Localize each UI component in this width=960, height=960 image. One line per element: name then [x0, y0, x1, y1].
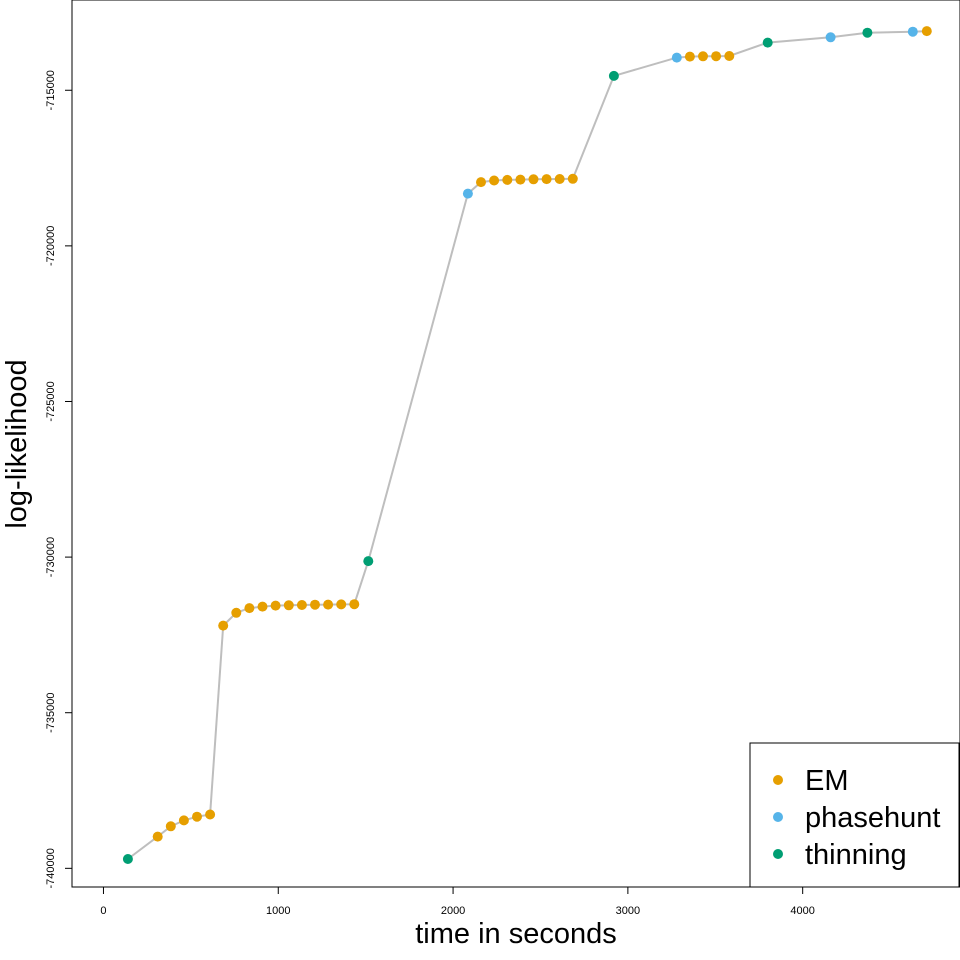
x-tick-label: 2000: [441, 905, 465, 917]
y-tick-label: -740000: [45, 848, 57, 888]
data-point-phasehunt: [825, 32, 836, 43]
x-axis-title: time in seconds: [415, 918, 617, 950]
data-point-em: [192, 811, 202, 822]
data-point-thinning: [122, 854, 133, 864]
y-tick-label: -715000: [45, 70, 57, 110]
data-point-phasehunt: [671, 52, 682, 63]
data-point-em: [502, 174, 513, 185]
data-point-em: [567, 173, 578, 184]
legend-items: EM phasehunt thinning: [773, 765, 940, 871]
data-point-em: [283, 600, 294, 611]
data-point-em: [336, 599, 347, 610]
y-tick-label: -735000: [45, 693, 57, 733]
x-axis: 0 1000 2000 3000 4000: [100, 886, 815, 917]
data-point-phasehunt: [462, 188, 473, 199]
data-point-thinning: [608, 70, 619, 81]
data-point-em: [205, 809, 216, 820]
data-point-em: [921, 26, 932, 37]
legend-marker-em: [773, 775, 783, 785]
legend-label-thinning: thinning: [805, 839, 907, 871]
data-point-em: [165, 821, 176, 832]
data-point-em: [349, 599, 360, 610]
data-point-em: [489, 175, 500, 186]
data-point-em: [476, 177, 486, 188]
data-point-em: [698, 51, 708, 62]
x-tick-label: 0: [100, 905, 106, 917]
data-point-em: [684, 51, 695, 62]
data-point-em: [541, 174, 552, 185]
y-axis-title: log-likelihood: [1, 359, 33, 528]
y-tick-label: -730000: [45, 537, 57, 577]
data-point-em: [152, 831, 163, 842]
y-tick-label: -725000: [45, 381, 57, 421]
x-tick-label: 3000: [616, 905, 640, 917]
data-point-em: [270, 600, 281, 611]
data-point-em: [218, 620, 229, 631]
legend-marker-thinning: [773, 849, 783, 859]
data-point-em: [178, 815, 189, 826]
legend-box: [749, 742, 960, 888]
data-point-em: [515, 174, 526, 185]
data-point-em: [554, 174, 565, 184]
data-points: [122, 26, 932, 864]
data-point-thinning: [363, 556, 374, 567]
x-tick-label: 1000: [266, 905, 290, 917]
data-point-em: [724, 51, 735, 61]
legend-label-em: EM: [805, 765, 849, 797]
data-point-em: [257, 601, 268, 612]
legend-label-phasehunt: phasehunt: [805, 802, 940, 834]
data-point-em: [296, 600, 307, 610]
x-tick-label: 4000: [790, 905, 814, 917]
data-point-em: [711, 51, 722, 62]
data-point-thinning: [762, 37, 773, 48]
legend-marker-phasehunt: [773, 812, 783, 822]
y-axis: -740000 -735000 -730000 -725000 -720000 -7150…: [45, 70, 73, 889]
data-point-em: [244, 603, 255, 614]
data-point-em: [310, 599, 320, 610]
legend: EM phasehunt thinning: [749, 742, 960, 888]
trace-line: [127, 30, 927, 860]
data-point-em: [231, 607, 242, 618]
data-point-em: [528, 174, 539, 185]
data-point-phasehunt: [907, 26, 918, 37]
y-tick-label: -720000: [45, 226, 57, 266]
data-point-thinning: [862, 27, 873, 38]
data-point-em: [323, 599, 334, 610]
